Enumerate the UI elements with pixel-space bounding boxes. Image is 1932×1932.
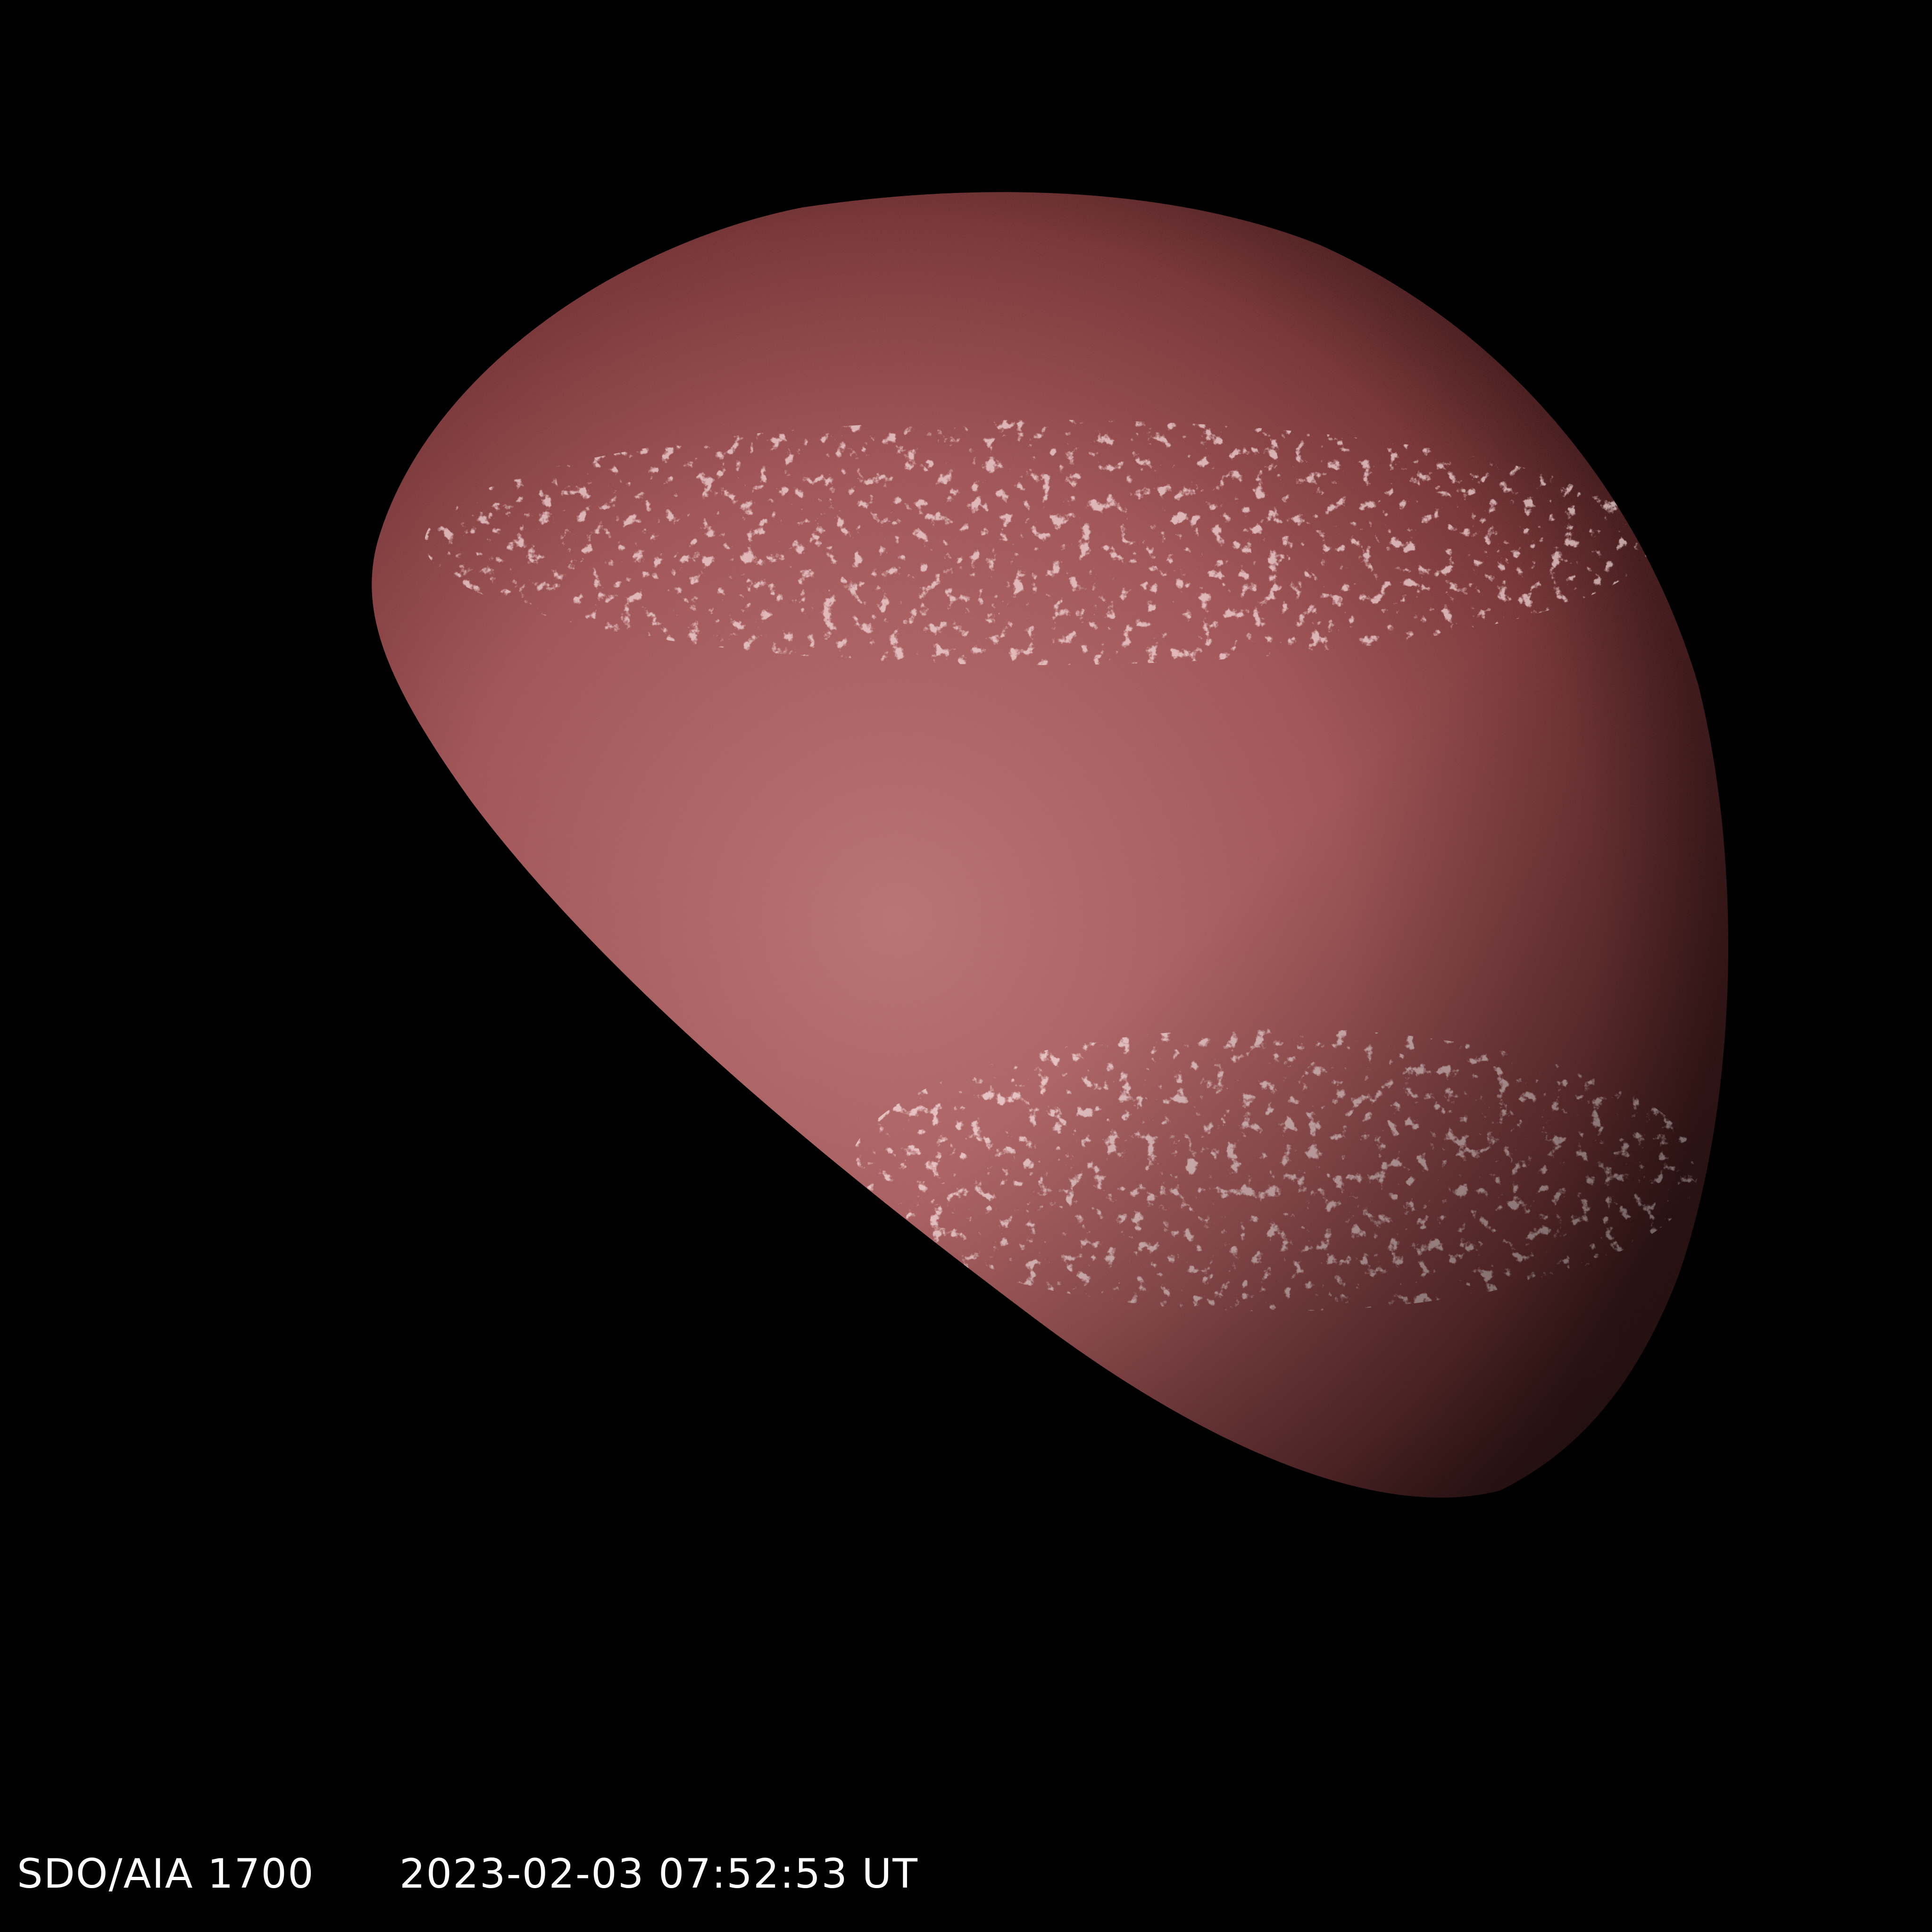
instrument-label: SDO/AIA 1700 [17,1850,315,1898]
image-caption: SDO/AIA 1700 2023-02-03 07:52:53 UT [17,1848,918,1900]
timestamp-label: 2023-02-03 07:52:53 UT [399,1850,918,1898]
